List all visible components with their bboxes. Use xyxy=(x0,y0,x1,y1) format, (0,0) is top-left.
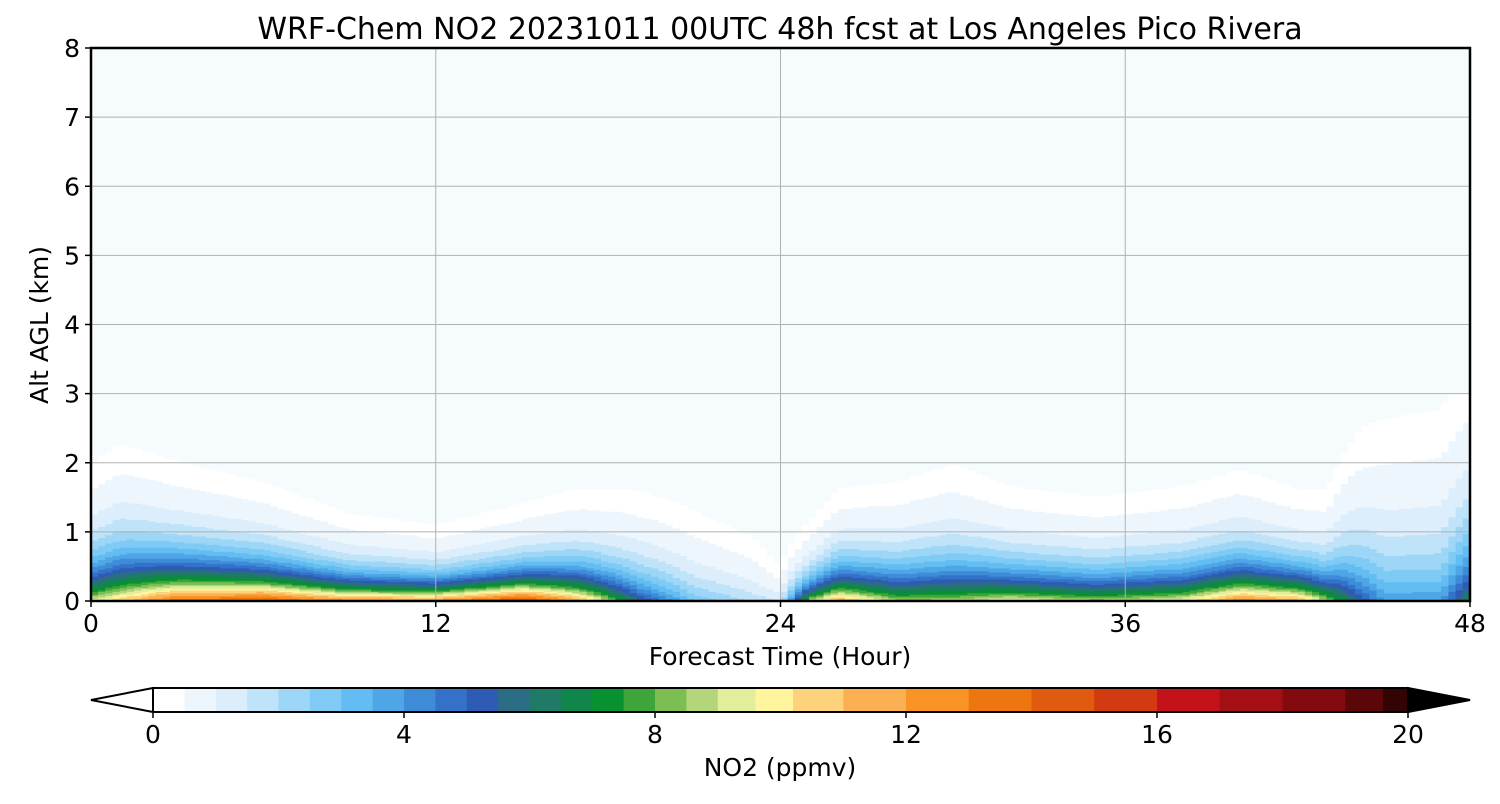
heatmap-cell xyxy=(378,518,386,520)
heatmap-cell xyxy=(364,515,372,517)
heatmap-cell xyxy=(184,464,192,466)
heatmap-cell xyxy=(134,449,142,451)
heatmap-cell xyxy=(436,524,444,526)
heatmap-cell xyxy=(342,513,350,515)
heatmap-cell xyxy=(170,460,178,462)
heatmap-cell xyxy=(213,471,221,473)
heatmap-cell xyxy=(220,472,228,474)
heatmap-cell xyxy=(536,499,544,501)
heatmap-cell xyxy=(120,445,128,447)
heatmap-cell xyxy=(235,477,243,479)
heatmap-cell xyxy=(163,459,171,461)
heatmap-cell xyxy=(227,474,235,476)
heatmap-cell xyxy=(357,515,365,517)
heatmap-cell xyxy=(314,501,322,503)
heatmap-cell xyxy=(450,521,458,523)
heatmap-cell xyxy=(141,452,149,454)
heatmap-cell xyxy=(522,503,530,505)
heatmap-cell xyxy=(443,522,451,524)
heatmap-cell xyxy=(105,452,113,454)
heatmap-cell xyxy=(306,499,314,501)
heatmap-cell xyxy=(285,492,293,494)
heatmap-cell xyxy=(500,508,508,510)
heatmap-cell xyxy=(457,518,465,520)
heatmap-cell xyxy=(199,468,207,470)
heatmap-cell xyxy=(292,495,300,497)
heatmap-cell xyxy=(278,489,286,491)
heatmap-cell xyxy=(385,518,393,520)
heatmap-cell xyxy=(192,466,200,468)
heatmap-cell xyxy=(414,522,422,524)
heatmap-cell xyxy=(515,504,523,506)
heatmap-cell xyxy=(127,448,135,450)
heatmap-cell xyxy=(263,483,271,485)
heatmap-cell xyxy=(508,506,516,508)
chart-title: WRF-Chem NO2 20231011 00UTC 48h fcst at … xyxy=(257,12,1302,47)
plot-area xyxy=(91,48,1471,602)
heatmap-cell xyxy=(256,481,264,483)
heatmap-cell xyxy=(429,524,437,526)
heatmap-cell xyxy=(472,515,480,517)
heatmap-cell xyxy=(328,507,336,509)
heatmap-cell xyxy=(335,510,343,512)
heatmap-cell xyxy=(206,470,214,472)
heatmap-cell xyxy=(393,519,401,521)
heatmap-cell xyxy=(113,446,121,448)
heatmap-cell xyxy=(493,510,501,512)
heatmap-cell xyxy=(371,517,379,519)
heatmap-cell xyxy=(529,500,537,502)
heatmap-cell xyxy=(156,456,164,458)
heatmap-cell xyxy=(98,456,106,458)
heatmap-cell xyxy=(400,521,408,523)
heatmap-cell xyxy=(350,514,358,516)
heatmap-cell xyxy=(249,479,257,481)
heatmap-cell xyxy=(421,524,429,526)
heatmap-cell xyxy=(479,513,487,515)
heatmap-cell xyxy=(148,453,156,455)
heatmap-cell xyxy=(407,521,415,523)
heatmap-cell xyxy=(464,517,472,519)
heatmap-cell xyxy=(299,497,307,499)
heatmap-cell xyxy=(321,504,329,506)
heatmap-cell xyxy=(486,511,494,513)
heatmap-cell xyxy=(242,478,250,480)
heatmap-cell xyxy=(271,486,279,488)
